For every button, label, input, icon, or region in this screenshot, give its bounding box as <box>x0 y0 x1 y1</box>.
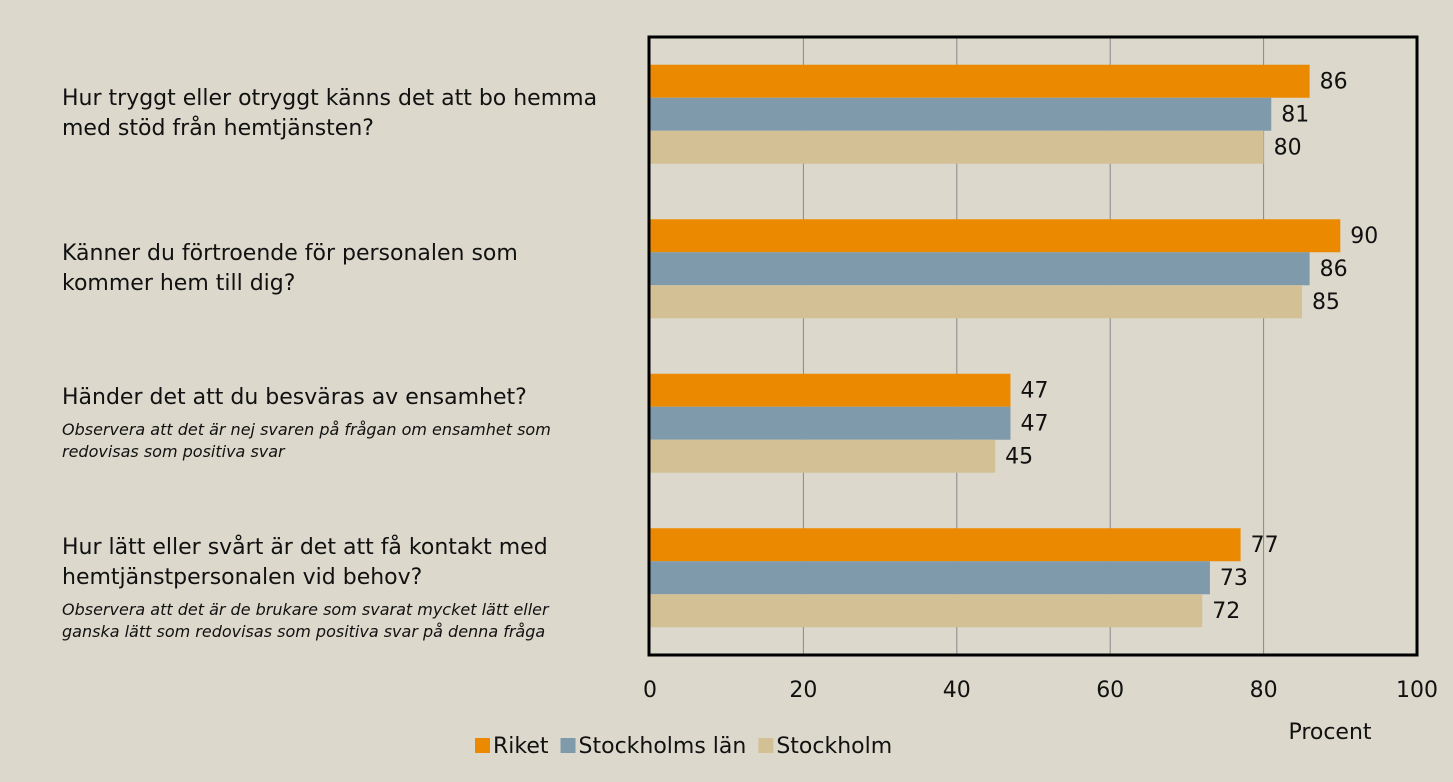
value-label: 47 <box>1020 411 1048 436</box>
bar <box>650 406 1011 440</box>
legend-swatch <box>475 738 490 753</box>
value-label: 72 <box>1212 599 1240 624</box>
value-label: 81 <box>1281 102 1309 127</box>
category-label: Hur tryggt eller otryggt känns det att b… <box>62 86 598 142</box>
category-label-group: Hur lätt eller svårt är det att få konta… <box>62 511 607 666</box>
value-label: 45 <box>1005 444 1033 469</box>
legend-label: Stockholm <box>776 734 892 759</box>
category-label-group: Hur tryggt eller otryggt känns det att b… <box>62 37 607 192</box>
value-label: 73 <box>1220 566 1248 591</box>
category-label-group: Känner du förtroende för personalen som … <box>62 192 607 347</box>
bar <box>650 561 1210 595</box>
x-tick-label: 80 <box>1250 678 1278 703</box>
bar <box>650 373 1011 407</box>
x-tick-label: 20 <box>789 678 817 703</box>
bar <box>650 439 996 473</box>
bar <box>650 97 1272 131</box>
category-note: Observera att det är nej svaren på fråga… <box>62 420 551 462</box>
value-label: 85 <box>1312 290 1340 315</box>
plot-border <box>647 35 1419 657</box>
value-label: 90 <box>1350 224 1378 249</box>
category-label: Händer det att du besväras av ensamhet? <box>62 385 527 411</box>
x-tick-label: 60 <box>1096 678 1124 703</box>
bar <box>650 130 1264 164</box>
value-label: 47 <box>1020 378 1048 403</box>
legend-label: Stockholms län <box>579 734 747 759</box>
legend-label: Riket <box>493 734 549 759</box>
category-label: Hur lätt eller svårt är det att få konta… <box>62 534 548 590</box>
bar <box>650 594 1203 628</box>
bar <box>650 285 1302 319</box>
bar <box>650 219 1341 253</box>
category-label: Känner du förtroende för personalen som … <box>62 240 518 296</box>
value-label: 86 <box>1320 257 1348 282</box>
value-label: 77 <box>1251 533 1279 558</box>
value-label: 86 <box>1320 69 1348 94</box>
bar <box>650 64 1310 98</box>
category-note: Observera att det är de brukare som svar… <box>62 599 549 641</box>
bar <box>650 252 1310 286</box>
x-axis-title: Procent <box>1288 720 1371 745</box>
legend-swatch <box>560 738 576 753</box>
x-tick-label: 0 <box>643 678 657 703</box>
x-tick-label: 40 <box>943 678 971 703</box>
legend-swatch <box>758 738 774 753</box>
category-label-group: Händer det att du besväras av ensamhet? O… <box>62 346 607 501</box>
x-tick-label: 100 <box>1396 678 1438 703</box>
value-label: 80 <box>1274 135 1302 160</box>
bar <box>650 528 1241 562</box>
